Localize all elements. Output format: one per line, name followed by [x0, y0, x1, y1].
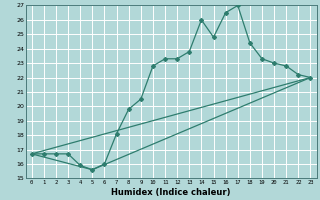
- X-axis label: Humidex (Indice chaleur): Humidex (Indice chaleur): [111, 188, 231, 197]
